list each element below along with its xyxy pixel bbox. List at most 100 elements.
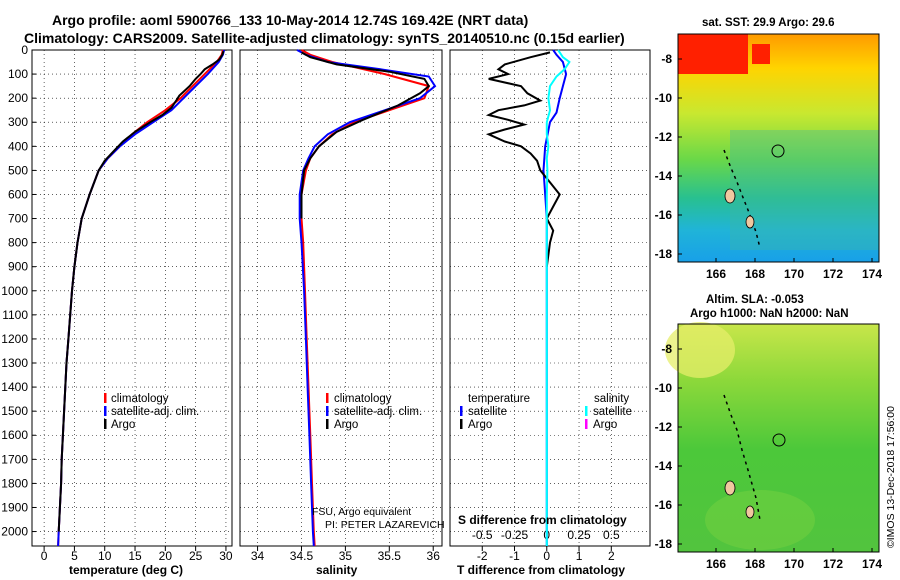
salinity-panel: 34 34.5 35 35.5 36 [240, 49, 442, 563]
sla-map-axes: 166 168 170 172 174 -8 -10 -12 -14 -16 -18 [655, 342, 883, 571]
sla-map-frame [677, 323, 880, 553]
sla-map-title: Altim. SLA: -0.053 [706, 294, 804, 306]
sal-xtick-label: 35.5 [378, 549, 402, 563]
map-x-tick-label: 166 [706, 557, 726, 571]
diff-legend-temperature-heading: temperature [468, 393, 530, 405]
diff-top-tick-label: 0.5 [603, 528, 620, 542]
map-y-tick-label: -12 [655, 420, 673, 434]
salinity-panel-frame [239, 49, 443, 547]
diff-top-tick-label: -0.25 [501, 528, 529, 542]
map-y-tick-label: -8 [661, 52, 672, 66]
map-x-tick-label: 170 [784, 557, 804, 571]
depth-tick-label: 600 [8, 187, 28, 201]
sst-map [677, 33, 880, 263]
figure-title-line2: Climatology: CARS2009. Satellite-adjuste… [24, 30, 625, 46]
diff-legend-label-temp-satellite: satellite [468, 406, 507, 418]
depth-tick-label: 500 [8, 163, 28, 177]
map-y-tick-label: -10 [655, 381, 673, 395]
sal-series-satellite-adj-clim- [296, 49, 437, 547]
diff-top-tick-label: 0.25 [567, 528, 591, 542]
map-x-tick-label: 172 [823, 557, 843, 571]
legend-label-argo: Argo [111, 419, 135, 431]
depth-tick-label: 1400 [1, 380, 28, 394]
depth-tick-label: 1000 [1, 284, 28, 298]
sla-island-espiritu-santo [724, 480, 736, 496]
diff-xtick-label: 1 [576, 549, 583, 563]
legend-swatch-argo [104, 419, 107, 429]
depth-tick-label: 1600 [1, 428, 28, 442]
map-x-tick-label: 174 [862, 267, 882, 281]
sal-legend-swatch-satellite-adj [326, 406, 329, 416]
temp-xtick-label: 10 [98, 549, 112, 563]
sal-legend-swatch-argo [326, 419, 329, 429]
map-y-tick-label: -18 [655, 247, 673, 261]
map-y-tick-label: -14 [655, 459, 673, 473]
diff-xtick-label: 0 [543, 549, 550, 563]
sal-series-argo [300, 51, 431, 219]
temp-series-satellite-adj-clim- [57, 49, 226, 547]
diff-legend-swatch-temp-argo [460, 419, 463, 429]
temp-xtick-label: 20 [159, 549, 173, 563]
map-x-tick-label: 168 [745, 557, 765, 571]
sal-legend-swatch-climatology [326, 393, 329, 403]
depth-tick-label: 300 [8, 115, 28, 129]
diff-legend-salinity-heading: salinity [594, 393, 629, 405]
depth-tick-label: 800 [8, 236, 28, 250]
map-y-tick-label: -12 [655, 130, 673, 144]
depth-tick-label: 200 [8, 91, 28, 105]
depth-axis: 0 100 200 300 400 500 600 700 800 900 1000 1100 1200… [1, 43, 36, 539]
sal-xtick-label: 34 [251, 549, 265, 563]
legend-swatch-climatology [104, 393, 107, 403]
legend-label-climatology: climatology [111, 393, 169, 405]
figure-title-line1: Argo profile: aoml 5900766_133 10-May-20… [52, 12, 528, 28]
diff-series-temperature-argo [485, 51, 561, 267]
sla-islands [723, 394, 761, 521]
difference-legend: temperature satellite Argo salinity sate… [460, 393, 632, 431]
map-x-tick-label: 170 [784, 267, 804, 281]
sla-map [665, 322, 880, 553]
legend-label-satellite-adj: satellite-adj. clim. [111, 406, 199, 418]
temp-series-argo [57, 50, 225, 532]
salinity-xlabel: salinity [316, 563, 358, 577]
sal-legend-label-argo: Argo [334, 419, 358, 431]
map-y-tick-label: -16 [655, 208, 673, 222]
depth-tick-label: 1200 [1, 332, 28, 346]
sst-hot-patch [678, 34, 748, 74]
map-y-tick-label: -10 [655, 91, 673, 105]
sal-xtick-label: 34.5 [290, 549, 314, 563]
sst-island-espiritu-santo [724, 188, 736, 204]
sla-island-efate [745, 505, 755, 519]
depth-tick-label: 100 [8, 67, 28, 81]
temp-xtick-label: 5 [71, 549, 78, 563]
sst-argo-position [771, 144, 785, 158]
sla-map-subtitle: Argo h1000: NaN h2000: NaN [690, 308, 849, 320]
depth-tick-label: 1800 [1, 476, 28, 490]
difference-xlabel: T difference from climatology [457, 563, 625, 577]
difference-panel: -2 -1 0 1 2-0.5 -0.25 0 0.25 0.5 [450, 49, 650, 563]
imos-copyright: ©IMOS 13-Dec-2018 17:56:00 [885, 406, 897, 548]
sal-legend-label-satellite-adj: satellite-adj. clim. [334, 406, 422, 418]
temp-xtick-label: 15 [128, 549, 142, 563]
diff-top-tick-label: -0.5 [472, 528, 493, 542]
temperature-panel: 0 5 10 15 20 25 30 [32, 49, 233, 563]
fsu-note: FSU, Argo equivalent [312, 506, 411, 518]
depth-tick-label: 1100 [2, 308, 28, 322]
temperature-legend: climatology satellite-adj. clim. Argo [104, 393, 199, 431]
pi-note: PI: PETER LAZAREVICH [325, 519, 445, 531]
diff-legend-label-temp-argo: Argo [468, 419, 492, 431]
depth-tick-label: 900 [8, 260, 28, 274]
diff-legend-swatch-temp-satellite [460, 406, 463, 416]
diff-xtick-label: -1 [509, 549, 520, 563]
legend-swatch-satellite-adj [104, 406, 107, 416]
diff-xtick-label: 2 [608, 549, 615, 563]
sst-map-title: sat. SST: 29.9 Argo: 29.6 [702, 17, 835, 29]
salinity-legend: climatology satellite-adj. clim. Argo [326, 393, 422, 431]
difference-xlabel-top: S difference from climatology [458, 513, 627, 527]
depth-tick-label: 700 [8, 212, 28, 226]
depth-tick-label: 1700 [1, 452, 28, 466]
temp-series-climatology [57, 49, 224, 547]
map-y-tick-label: -8 [661, 342, 672, 356]
depth-tick-label: 1900 [1, 500, 28, 514]
diff-legend-swatch-sal-argo [585, 419, 588, 429]
